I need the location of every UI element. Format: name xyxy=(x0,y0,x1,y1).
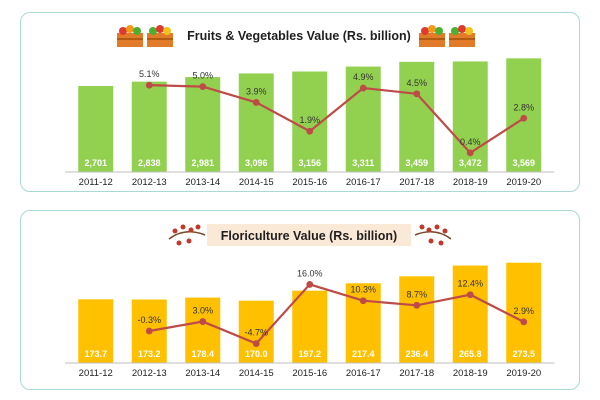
bar-value-label: 173.2 xyxy=(138,349,161,359)
x-tick-label: 2013-14 xyxy=(185,177,220,188)
growth-label: 16.0% xyxy=(297,268,323,278)
x-tick-label: 2018-19 xyxy=(453,368,488,379)
growth-point xyxy=(199,318,207,325)
fruits-vegetables-chart: Fruits & Vegetables Value (Rs. billion) … xyxy=(65,25,555,188)
x-tick-label: 2011-12 xyxy=(79,368,113,379)
bar-value-label: 2,838 xyxy=(138,158,161,168)
bar xyxy=(399,61,435,173)
x-tick-label: 2014-15 xyxy=(239,368,274,379)
floriculture-panel: Floriculture Value (Rs. billion) 173.7 17… xyxy=(20,210,580,390)
bar-value-label: 197.2 xyxy=(298,349,321,359)
bar-value-label: 236.4 xyxy=(405,349,428,359)
x-tick-label: 2018-19 xyxy=(453,177,488,188)
growth-point xyxy=(466,291,474,299)
growth-point xyxy=(145,81,153,89)
x-tick-label: 2015-16 xyxy=(292,177,327,188)
growth-point xyxy=(413,301,421,309)
growth-label: 4.9% xyxy=(353,72,374,82)
growth-label: 3.9% xyxy=(246,86,267,96)
x-tick-label: 2019-20 xyxy=(506,177,541,188)
vegetable-crate-icon xyxy=(117,25,143,47)
bar xyxy=(131,81,167,172)
vegetable-crate-icon xyxy=(419,25,445,47)
bar-value-label: 3,156 xyxy=(298,158,321,168)
bar-value-label: 2,981 xyxy=(191,158,214,168)
growth-label: 2.8% xyxy=(513,102,534,112)
fruits-vegetables-panel: Fruits & Vegetables Value (Rs. billion) … xyxy=(20,12,580,192)
growth-line xyxy=(149,283,525,345)
x-tick-label: 2015-16 xyxy=(292,368,327,379)
bar xyxy=(399,276,435,363)
growth-label: -4.7% xyxy=(244,328,268,338)
growth-point xyxy=(413,90,421,98)
vegetable-crate-icon xyxy=(449,25,475,47)
growth-point xyxy=(252,99,260,106)
bar-value-label: 3,569 xyxy=(512,158,535,168)
chart-title: Floriculture Value (Rs. billion) xyxy=(221,229,397,243)
bar xyxy=(185,77,221,172)
growth-label: 0.4% xyxy=(460,137,481,147)
bar-value-label: 2,701 xyxy=(84,158,107,168)
flower-branch-icon xyxy=(414,224,452,246)
growth-point xyxy=(359,297,367,305)
bar-value-label: 273.5 xyxy=(512,349,535,359)
x-tick-label: 2017-18 xyxy=(399,177,434,188)
bar-value-label: 173.7 xyxy=(84,349,107,359)
growth-label: 10.3% xyxy=(350,285,376,295)
bar xyxy=(78,299,114,363)
x-tick-label: 2017-18 xyxy=(399,368,434,379)
bar xyxy=(185,297,221,363)
bar xyxy=(238,73,274,172)
bar-value-label: 3,311 xyxy=(352,158,374,168)
bar-value-label: 3,472 xyxy=(459,158,482,168)
growth-label: 4.5% xyxy=(406,78,427,88)
bar-value-label: 217.4 xyxy=(352,349,375,359)
growth-label: 3.0% xyxy=(192,306,213,316)
growth-point xyxy=(306,127,314,135)
vegetable-crate-icon xyxy=(147,25,173,47)
growth-point xyxy=(199,83,207,90)
growth-point xyxy=(466,149,474,157)
growth-point xyxy=(145,327,153,335)
bar xyxy=(452,265,488,363)
growth-label: 5.1% xyxy=(139,69,160,79)
growth-label: 8.7% xyxy=(406,289,427,299)
bar xyxy=(506,262,542,363)
bar xyxy=(78,85,114,172)
bar xyxy=(345,66,381,172)
growth-point xyxy=(359,84,367,92)
growth-label: 1.9% xyxy=(299,115,320,125)
x-tick-label: 2016-17 xyxy=(346,368,381,379)
growth-line xyxy=(149,84,525,155)
floriculture-chart: Floriculture Value (Rs. billion) 173.7 17… xyxy=(65,224,555,379)
flower-branch-icon xyxy=(168,224,206,246)
x-tick-label: 2016-17 xyxy=(346,177,381,188)
bar-value-label: 265.8 xyxy=(459,349,482,359)
bar-value-label: 178.4 xyxy=(191,349,214,359)
growth-label: 12.4% xyxy=(457,279,483,289)
bar-value-label: 3,096 xyxy=(245,158,268,168)
growth-point xyxy=(520,114,528,122)
x-tick-label: 2019-20 xyxy=(506,368,541,379)
bar-value-label: 170.0 xyxy=(245,349,268,359)
growth-label: -0.3% xyxy=(137,315,161,325)
title-banner xyxy=(207,224,411,246)
growth-point xyxy=(252,340,260,347)
growth-point xyxy=(520,318,528,326)
bar xyxy=(292,290,328,363)
x-tick-label: 2014-15 xyxy=(239,177,274,188)
chart-title: Fruits & Vegetables Value (Rs. billion) xyxy=(187,29,411,43)
x-tick-label: 2013-14 xyxy=(185,368,220,379)
x-tick-label: 2011-12 xyxy=(79,177,113,188)
x-tick-label: 2012-13 xyxy=(132,368,167,379)
growth-point xyxy=(306,281,314,288)
bar-value-label: 3,459 xyxy=(405,158,428,168)
x-tick-label: 2012-13 xyxy=(132,177,167,188)
growth-label: 5.0% xyxy=(192,71,213,81)
growth-label: 2.9% xyxy=(513,306,534,316)
